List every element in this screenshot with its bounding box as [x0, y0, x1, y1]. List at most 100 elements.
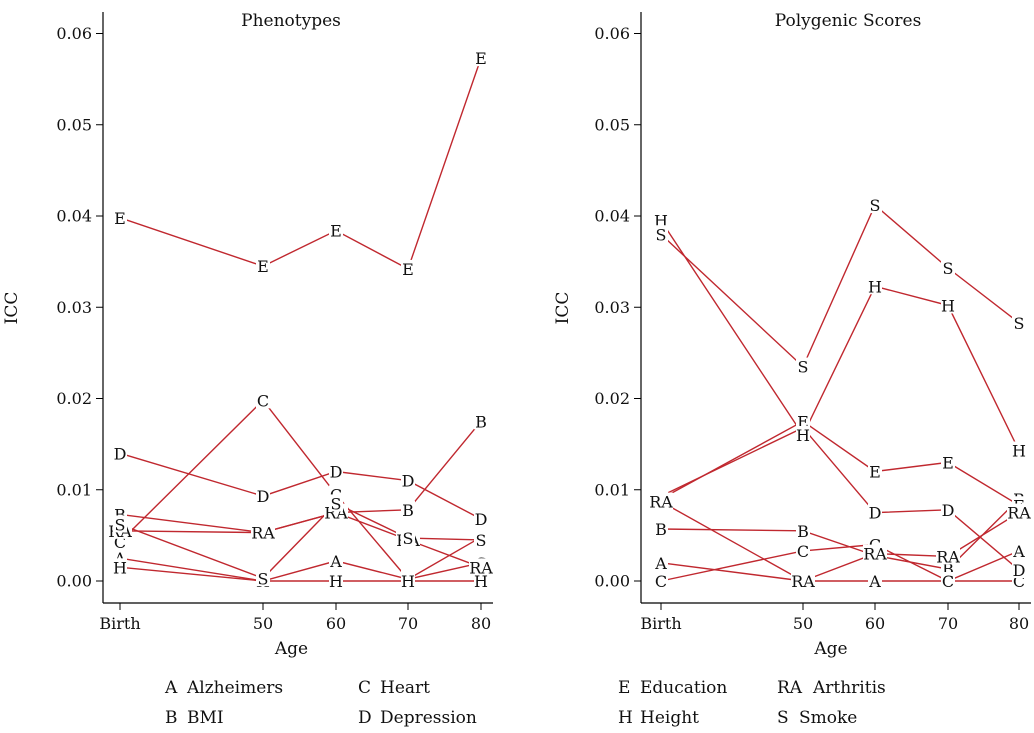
x-tick-label: Birth [99, 614, 140, 633]
marker-background [941, 296, 955, 314]
point-arthritis: RA [936, 547, 960, 566]
marker-background [654, 211, 668, 229]
x-tick-label: 50 [793, 614, 813, 633]
y-axis-title: ICC [553, 292, 573, 325]
point-heart: C [257, 391, 269, 410]
y-tick-label: 0.02 [56, 389, 92, 408]
point-alzheimers: A [868, 572, 881, 591]
point-arthritis: RA [1007, 504, 1031, 523]
point-arthritis: RA [469, 558, 493, 577]
marker-background [796, 521, 810, 539]
marker-background [256, 257, 270, 275]
phenotypes-panel: Phenotypes 0.00 0.01 0.02 0.03 0.04 0.05 0.06 Bi… [2, 11, 493, 659]
point-depression: D [1013, 561, 1026, 580]
marker-background [329, 494, 343, 512]
point-alzheimers: A [1012, 542, 1025, 561]
point-smoke: S [403, 529, 414, 548]
marker-background [474, 572, 488, 589]
marker-background [1007, 503, 1031, 521]
y-tick-label: 0.05 [594, 115, 630, 134]
panel-title: Polygenic Scores [775, 11, 922, 31]
x-tick-label: 70 [938, 614, 958, 633]
marker-background [113, 515, 127, 533]
point-bmi: B [114, 505, 126, 524]
y-tick-label: 0.02 [594, 389, 630, 408]
series-line-heart [660, 543, 1019, 582]
marker-background [474, 412, 488, 430]
x-tick-label: 70 [398, 614, 418, 633]
series-line-alzheimers [660, 550, 1020, 582]
point-depression: D [114, 444, 127, 463]
x-axis-title: Age [274, 639, 308, 659]
point-education: E [869, 463, 881, 482]
legend-label-alzheimers: Alzheimers [186, 678, 283, 698]
point-bmi: B [797, 522, 809, 541]
point-heart: C [942, 572, 954, 591]
y-tick-label: 0.04 [56, 207, 92, 226]
marker-background [796, 541, 810, 559]
point-bmi: B [402, 501, 414, 520]
series-line-smoke [660, 203, 1020, 368]
legend-label-height: Height [640, 708, 699, 728]
marker-background [796, 426, 810, 443]
point-smoke: S [258, 569, 269, 588]
point-education: E [402, 260, 414, 279]
point-education: E [942, 453, 954, 472]
y-tick-label: 0.03 [594, 298, 630, 317]
y-axis-title: ICC [2, 292, 22, 325]
marker-background [401, 259, 415, 277]
marker-background [113, 558, 127, 576]
y-tick-label: 0.06 [56, 24, 92, 43]
point-height: H [401, 572, 415, 591]
marker-background [1012, 561, 1026, 579]
legend-marker-depression: D [358, 708, 372, 728]
marker-background [941, 453, 955, 471]
point-alzheimers: A [329, 552, 342, 571]
point-height: H [868, 277, 882, 296]
y-tick-label: 0.04 [594, 207, 630, 226]
y-tick-label: 0.06 [594, 24, 630, 43]
marker-background [654, 553, 668, 571]
marker-background [251, 523, 275, 541]
marker-background [654, 225, 668, 243]
point-smoke: S [476, 531, 487, 550]
legend-label-depression: Depression [380, 708, 477, 728]
marker-background [329, 572, 343, 589]
point-smoke: S [943, 259, 954, 278]
point-education: E [330, 222, 342, 241]
point-alzheimers: A [654, 554, 667, 573]
marker-background [791, 572, 815, 589]
point-smoke: S [115, 515, 126, 534]
marker-background [113, 444, 127, 462]
series-line-height [119, 566, 481, 582]
marker-background [868, 277, 882, 295]
y-tick-label: 0.00 [56, 572, 92, 591]
marker-background [1012, 313, 1026, 331]
legend-marker-alzheimers: A [164, 678, 178, 698]
marker-background [401, 529, 415, 547]
legend-marker-heart: C [358, 678, 371, 698]
marker-background [474, 530, 488, 548]
point-height: H [329, 572, 343, 591]
marker-background [329, 221, 343, 239]
point-education: E [257, 257, 269, 276]
marker-background [654, 519, 668, 537]
series-line-education [119, 57, 482, 270]
marker-background [868, 572, 882, 589]
y-tick-label: 0.00 [594, 572, 630, 591]
marker-background [329, 551, 343, 569]
legend-label-smoke: Smoke [799, 708, 857, 728]
point-arthritis: RA [791, 572, 815, 591]
point-education: E [797, 412, 809, 431]
point-arthritis: RA [251, 524, 275, 543]
marker-background [474, 49, 488, 67]
point-depression: D [330, 463, 343, 482]
marker-background [941, 259, 955, 277]
point-height: H [474, 572, 488, 591]
point-height: H [1012, 442, 1026, 461]
marker-background [256, 569, 270, 587]
x-tick-label: 60 [865, 614, 885, 633]
x-axis-title: Age [813, 639, 847, 659]
marker-background [863, 544, 887, 562]
point-smoke: S [331, 494, 342, 513]
